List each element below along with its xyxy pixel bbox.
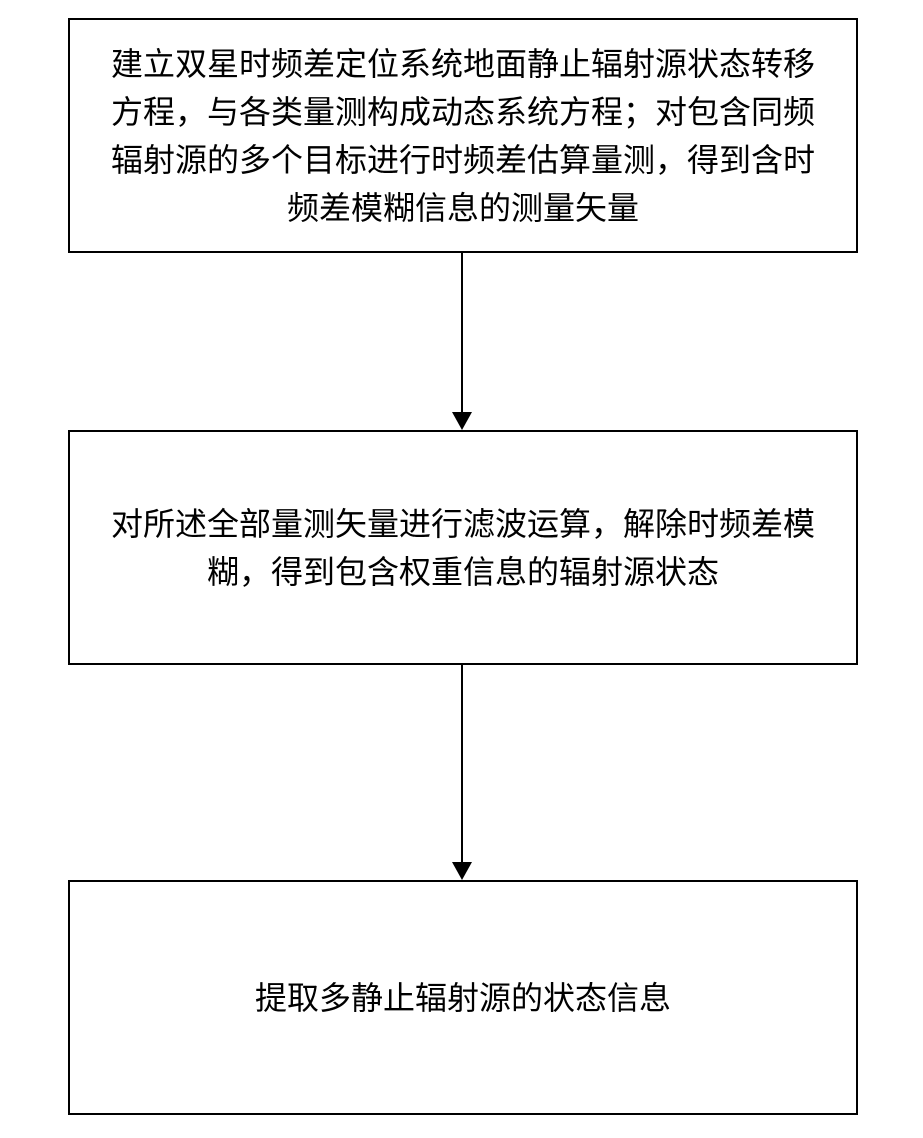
flowchart-box-2: 对所述全部量测矢量进行滤波运算，解除时频差模糊，得到包含权重信息的辐射源状态 bbox=[68, 430, 858, 665]
flowchart-box-3: 提取多静止辐射源的状态信息 bbox=[68, 880, 858, 1115]
box-3-text: 提取多静止辐射源的状态信息 bbox=[255, 974, 671, 1022]
arrow-1-head bbox=[452, 412, 472, 430]
box-1-text: 建立双星时频差定位系统地面静止辐射源状态转移方程，与各类量测构成动态系统方程；对… bbox=[98, 40, 828, 232]
arrow-1 bbox=[452, 253, 472, 430]
arrow-1-line bbox=[461, 253, 463, 412]
box-2-text: 对所述全部量测矢量进行滤波运算，解除时频差模糊，得到包含权重信息的辐射源状态 bbox=[98, 500, 828, 596]
arrow-2-head bbox=[452, 862, 472, 880]
flowchart-container: 建立双星时频差定位系统地面静止辐射源状态转移方程，与各类量测构成动态系统方程；对… bbox=[0, 0, 923, 1138]
arrow-2 bbox=[452, 665, 472, 880]
flowchart-box-1: 建立双星时频差定位系统地面静止辐射源状态转移方程，与各类量测构成动态系统方程；对… bbox=[68, 18, 858, 253]
arrow-2-line bbox=[461, 665, 463, 862]
